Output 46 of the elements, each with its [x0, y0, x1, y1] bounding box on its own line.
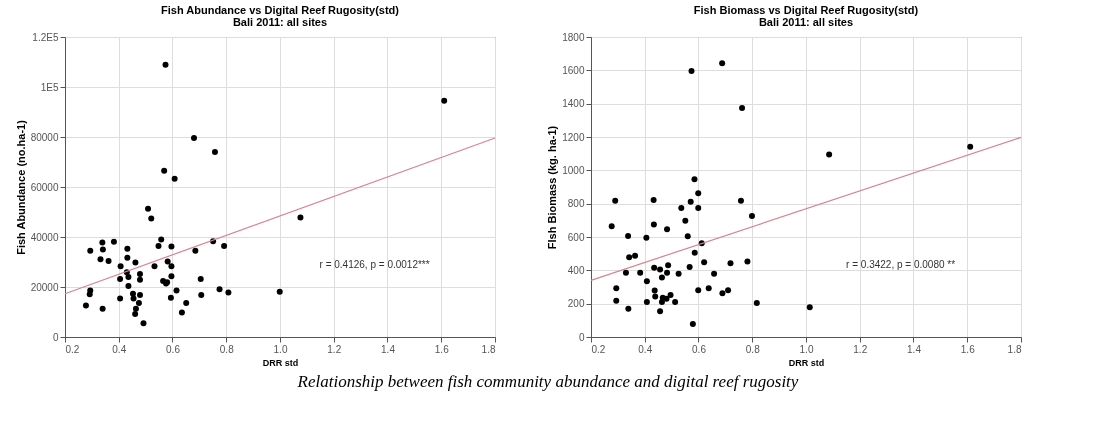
x-tick-label: 1.2 — [853, 343, 868, 355]
x-tick-label: 1.4 — [907, 343, 922, 355]
x-tick-label: 1.0 — [273, 343, 288, 355]
y-tick-label: 1000 — [562, 164, 585, 176]
y-tick-label: 0 — [578, 331, 585, 343]
x-axis-title: DRR std — [262, 357, 299, 368]
x-axis-title: DRR std — [788, 357, 825, 368]
chart-subtitle: Bali 2011: all sites — [232, 16, 328, 28]
text: Relationship between fish community abundance and digital reef rugosity — [296, 372, 800, 392]
y-tick-label: 20000 — [30, 281, 59, 293]
y-tick-label: 600 — [567, 231, 585, 243]
y-tick-label: 0 — [52, 331, 59, 343]
x-tick-label: 1.2 — [327, 343, 342, 355]
chart-subtitle: Bali 2011: all sites — [758, 16, 854, 28]
x-tick-label: 0.4 — [112, 343, 127, 355]
annotation: r = 0.3422, p = 0.0080 ** — [846, 259, 956, 270]
y-tick-label: 1400 — [562, 98, 585, 110]
y-tick-label: 800 — [567, 198, 585, 210]
y-tick-label: 1600 — [562, 64, 585, 76]
chart-title: Fish Biomass vs Digital Reef Rugosity(std) — [693, 4, 919, 16]
annotation: r = 0.4126, p = 0.0012*** — [319, 259, 430, 270]
chart-title: Fish Abundance vs Digital Reef Rugosity(std) — [161, 4, 400, 16]
x-tick-label: 1.6 — [434, 343, 450, 355]
x-tick-label: 1.8 — [1007, 343, 1022, 355]
y-tick-label: 80000 — [30, 131, 59, 143]
x-tick-label: 1.0 — [799, 343, 814, 355]
y-tick-label: 1.2E5 — [32, 31, 59, 43]
y-tick-label: 40000 — [30, 231, 59, 243]
x-tick-label: 0.8 — [219, 343, 235, 355]
x-tick-label: 0.2 — [65, 343, 80, 355]
x-tick-label: 0.2 — [591, 343, 606, 355]
y-tick-label: 1E5 — [40, 81, 59, 93]
x-tick-label: 0.6 — [166, 343, 181, 355]
x-tick-label: 0.8 — [745, 343, 761, 355]
y-tick-label: 1800 — [562, 31, 585, 43]
x-tick-label: 0.6 — [692, 343, 707, 355]
x-tick-label: 1.6 — [960, 343, 976, 355]
y-axis-title: FIsh Biomass (kg. ha-1) — [546, 125, 559, 250]
x-tick-label: 1.8 — [481, 343, 496, 355]
y-tick-label: 400 — [567, 264, 585, 276]
x-tick-label: 0.4 — [638, 343, 653, 355]
y-axis-title: Fish Abundance (no.ha-1) — [14, 119, 27, 255]
x-tick-label: 1.4 — [381, 343, 396, 355]
y-tick-label: 1200 — [562, 131, 585, 143]
y-tick-label: 60000 — [30, 181, 59, 193]
y-tick-label: 200 — [567, 298, 585, 310]
